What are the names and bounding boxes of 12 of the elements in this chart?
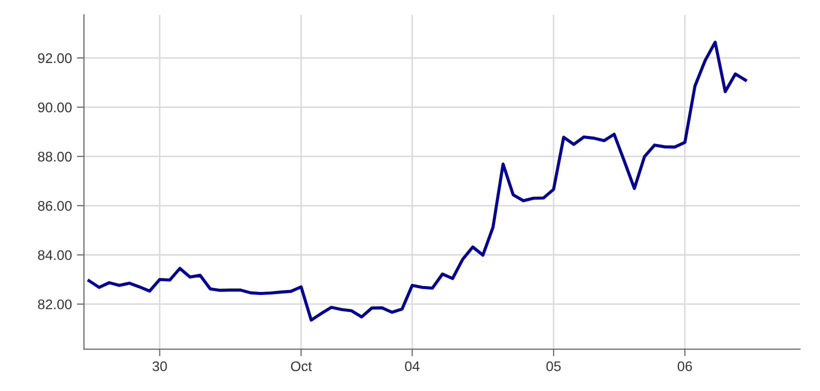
y-tick-label: 84.00 xyxy=(38,250,72,260)
y-tick-label: 86.00 xyxy=(38,200,72,211)
x-tick-label: 30 xyxy=(152,361,167,372)
line-series xyxy=(87,40,747,322)
y-tick-label: 88.00 xyxy=(38,152,72,162)
x-tick-label: 04 xyxy=(405,361,420,372)
y-tick-label: 92.00 xyxy=(38,53,72,64)
y-tick-label: 90.00 xyxy=(38,102,72,112)
x-tick-label: 06 xyxy=(678,361,692,372)
y-tick-label: 82.00 xyxy=(38,299,72,310)
x-tick-label: Oct xyxy=(290,361,312,372)
x-tick-label: 05 xyxy=(546,361,561,372)
